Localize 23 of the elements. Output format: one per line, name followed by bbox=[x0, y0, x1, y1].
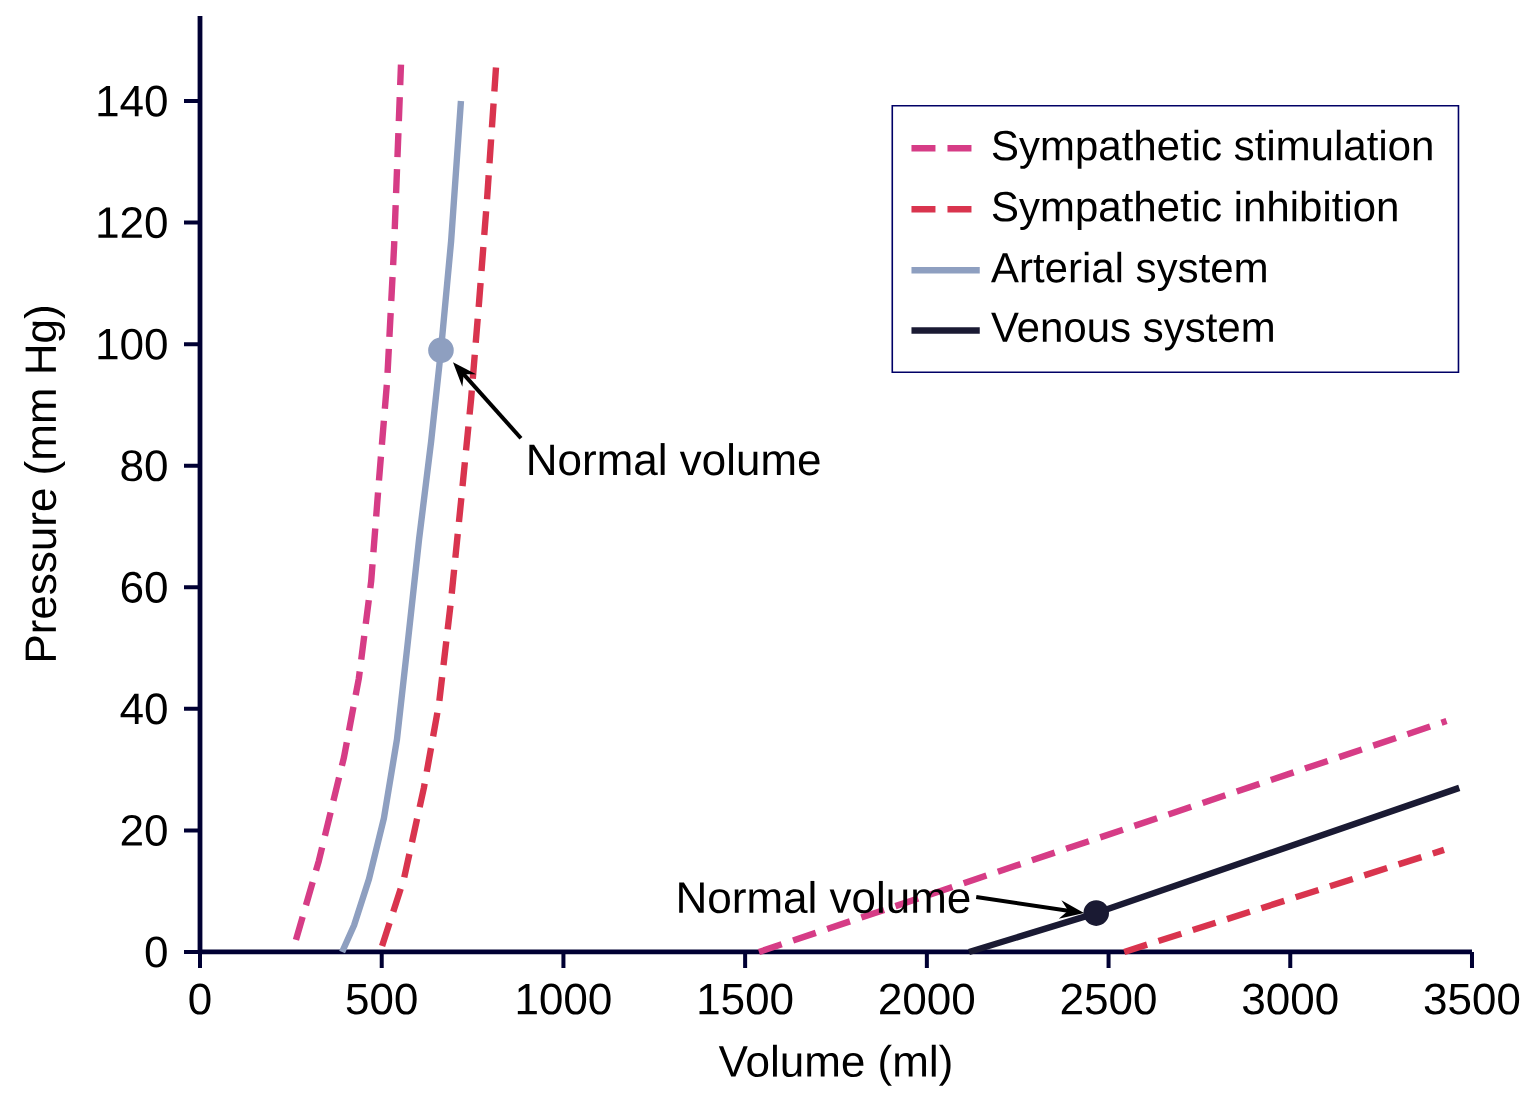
x-tick-label: 0 bbox=[189, 983, 211, 1015]
legend-label: Arterial system bbox=[991, 251, 1266, 291]
x-tick-label: 2500 bbox=[1061, 983, 1156, 1015]
y-tick-label: 40 bbox=[120, 693, 167, 725]
x-tick-label: 500 bbox=[346, 983, 417, 1015]
y-tick-label: 60 bbox=[121, 571, 167, 603]
x-tick-label: 1500 bbox=[699, 983, 793, 1015]
y-tick-label: 100 bbox=[98, 328, 167, 360]
y-tick-label: 120 bbox=[98, 207, 167, 239]
x-tick-label: 3500 bbox=[1424, 983, 1520, 1015]
annotation: Normal volume bbox=[529, 443, 820, 476]
legend-label: Sympathetic inhibition bbox=[992, 190, 1397, 230]
x-tick-label: 3000 bbox=[1243, 983, 1338, 1015]
x-tick-label: 1000 bbox=[517, 983, 611, 1015]
y-tick-label: 20 bbox=[121, 814, 167, 847]
y-tick-label: 80 bbox=[121, 450, 167, 482]
y-axis-title: Pressure (mm Hg) bbox=[24, 307, 65, 661]
x-axis-title: Volume (ml) bbox=[718, 1044, 951, 1086]
y-tick-label: 0 bbox=[145, 936, 167, 968]
legend-label: Venous system bbox=[991, 312, 1273, 351]
y-tick-label: 140 bbox=[98, 85, 167, 117]
x-tick-label: 2000 bbox=[880, 983, 975, 1015]
legend-label: Sympathetic stimulation bbox=[992, 129, 1432, 169]
